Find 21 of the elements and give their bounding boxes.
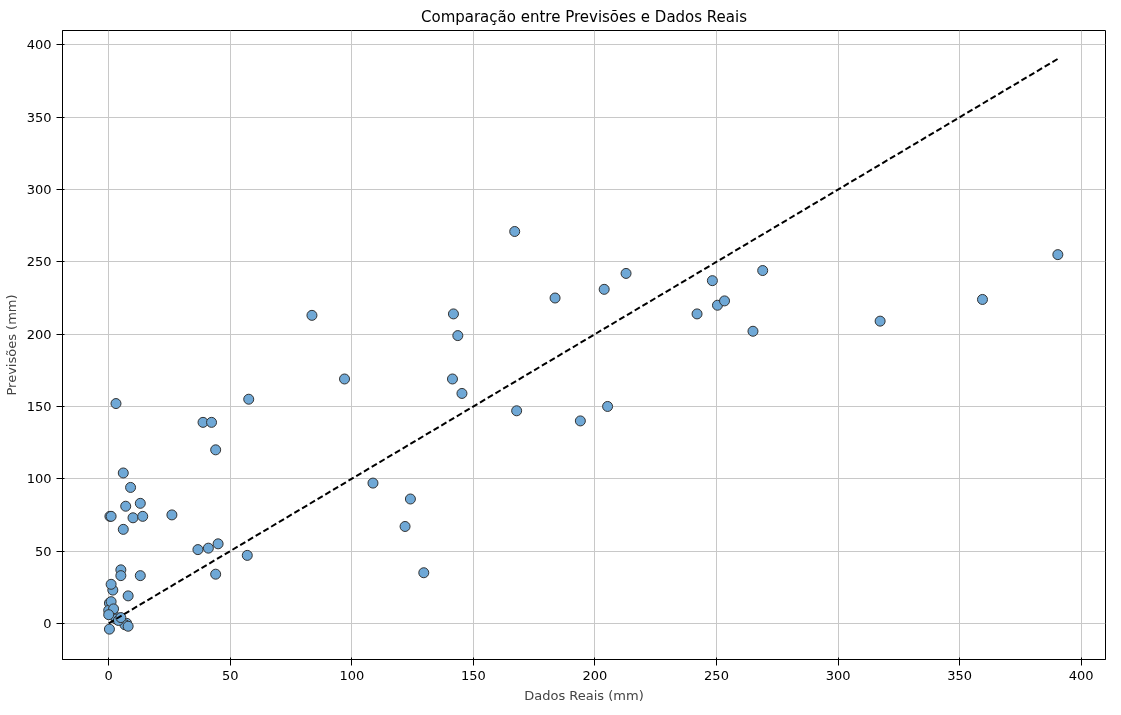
y-tick-label: 350	[26, 109, 52, 125]
y-tick-label: 0	[43, 615, 52, 631]
y-tick-label: 250	[26, 254, 52, 270]
y-tick-label: 200	[26, 326, 52, 342]
y-tick-label: 400	[26, 37, 52, 53]
x-tick-label: 250	[704, 667, 729, 683]
y-tick-label: 300	[26, 182, 52, 198]
x-tick-label: 200	[582, 667, 608, 683]
y-tick-label: 50	[34, 543, 52, 559]
y-axis-title: Previsões (mm)	[3, 294, 19, 396]
chart-title: Comparação entre Previsões e Dados Reais	[420, 7, 748, 26]
x-axis-title: Dados Reais (mm)	[524, 687, 644, 703]
x-tick-label: 50	[221, 667, 239, 683]
y-tick-label: 150	[26, 398, 52, 414]
x-tick-label: 350	[947, 667, 973, 683]
y-tick-label: 100	[26, 471, 52, 487]
x-tick-label: 400	[1068, 667, 1094, 683]
x-tick-label: 300	[825, 667, 851, 683]
x-tick-label: 0	[104, 667, 113, 683]
x-tick-label: 150	[460, 667, 486, 683]
x-tick-label: 100	[339, 667, 365, 683]
